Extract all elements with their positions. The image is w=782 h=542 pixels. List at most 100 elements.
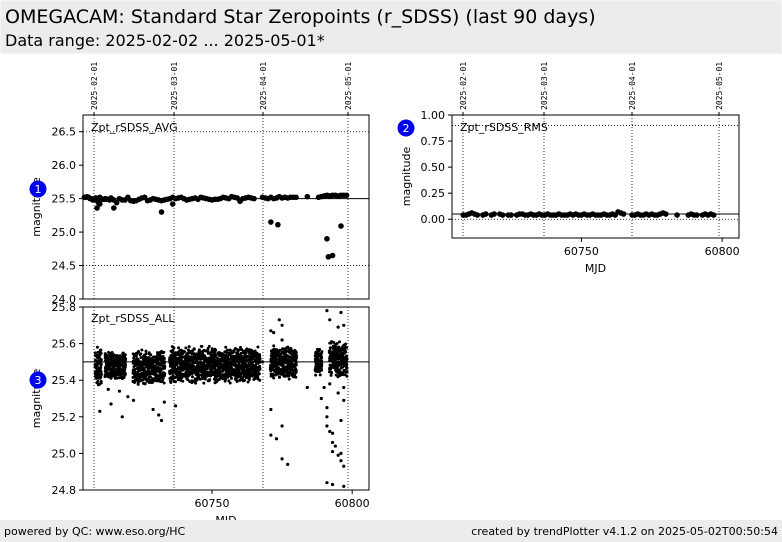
data-point: [195, 378, 199, 382]
data-point: [344, 342, 348, 346]
data-point: [256, 375, 260, 379]
data-point: [143, 382, 147, 386]
data-point: [256, 345, 260, 349]
data-point-outlier: [131, 398, 136, 402]
data-point: [135, 357, 139, 361]
data-point-outlier: [319, 396, 323, 401]
data-point: [294, 370, 298, 374]
data-point: [228, 381, 232, 385]
data-point: [228, 374, 232, 378]
data-point: [96, 379, 100, 383]
data-point: [139, 352, 143, 356]
data-point: [272, 344, 276, 348]
data-point: [163, 364, 167, 368]
data-point: [341, 354, 345, 358]
x-tick-label: 60750: [194, 497, 229, 510]
data-point: [147, 366, 151, 370]
data-point: [194, 381, 198, 385]
data-point-outlier: [328, 318, 332, 322]
data-point: [482, 211, 489, 217]
data-point: [99, 351, 103, 355]
data-point: [243, 378, 247, 382]
y-tick-label: 25.5: [52, 193, 77, 206]
data-point: [174, 359, 178, 363]
data-point: [207, 344, 211, 348]
data-point: [293, 194, 299, 201]
data-point: [344, 360, 348, 364]
data-point: [173, 365, 177, 369]
y-tick-label: 25.8: [52, 301, 77, 314]
data-point: [218, 370, 222, 374]
data-point: [280, 351, 284, 355]
data-point: [214, 376, 218, 380]
data-point: [214, 353, 218, 357]
data-point: [133, 367, 137, 371]
data-point-outlier: [339, 418, 343, 423]
data-point: [123, 353, 127, 357]
data-point: [175, 363, 179, 367]
data-point: [258, 360, 262, 364]
data-point: [345, 374, 349, 378]
data-point: [341, 373, 345, 377]
plot-number-badge-label: 1: [35, 183, 42, 196]
y-tick-label: 24.8: [52, 484, 77, 497]
data-point-outlier: [269, 433, 273, 437]
y-tick-label: 1.00: [421, 109, 446, 122]
data-point-outlier: [260, 360, 265, 364]
data-point: [313, 368, 317, 372]
data-point: [292, 356, 296, 360]
data-point-outlier: [277, 318, 281, 322]
plot-number-badge: [397, 119, 415, 137]
data-point: [176, 351, 180, 355]
data-point: [161, 377, 165, 381]
data-point: [318, 347, 322, 351]
data-point-outlier: [120, 415, 124, 419]
data-point: [200, 350, 204, 354]
data-point: [329, 373, 333, 377]
data-point-outlier: [126, 395, 130, 399]
data-point: [329, 341, 333, 345]
y-tick-label: 0.00: [421, 213, 446, 226]
data-point: [99, 381, 103, 385]
data-point: [177, 346, 181, 350]
y-tick-label: 26.0: [52, 159, 77, 172]
data-point: [224, 372, 228, 376]
data-point: [345, 357, 349, 361]
data-point-outlier: [173, 404, 178, 408]
header-bar: OMEGACAM: Standard Star Zeropoints (r_SD…: [0, 0, 782, 54]
data-point: [275, 353, 279, 357]
data-point: [106, 354, 110, 358]
data-point: [144, 349, 148, 353]
data-point: [99, 362, 103, 366]
data-point: [98, 354, 102, 358]
y-tick-label: 26.5: [52, 126, 77, 139]
data-point: [232, 354, 236, 358]
data-point: [620, 211, 627, 217]
x-axis-label: MJD: [585, 262, 606, 275]
y-tick-label: 0.75: [421, 135, 446, 148]
data-point-outlier: [286, 462, 290, 466]
data-point: [169, 201, 176, 207]
data-point: [162, 361, 166, 365]
data-point-outlier: [280, 323, 284, 327]
data-point-outlier: [159, 418, 164, 423]
data-point: [316, 360, 320, 364]
data-point: [237, 348, 241, 352]
data-point: [325, 254, 332, 260]
date-tick-label: 2025-02-01: [90, 62, 99, 110]
data-point: [319, 351, 323, 355]
data-point: [268, 219, 274, 225]
data-point: [674, 212, 680, 218]
data-point: [257, 356, 261, 360]
data-point: [213, 365, 217, 369]
data-point-outlier: [336, 453, 340, 457]
data-point: [474, 212, 481, 218]
data-point: [144, 352, 148, 356]
data-point-outlier: [106, 387, 110, 391]
data-point: [281, 365, 285, 369]
data-point-outlier: [333, 444, 337, 448]
y-tick-label: 25.0: [52, 226, 77, 239]
data-point-outlier: [280, 338, 284, 342]
data-point: [107, 361, 111, 365]
data-point: [277, 350, 281, 354]
